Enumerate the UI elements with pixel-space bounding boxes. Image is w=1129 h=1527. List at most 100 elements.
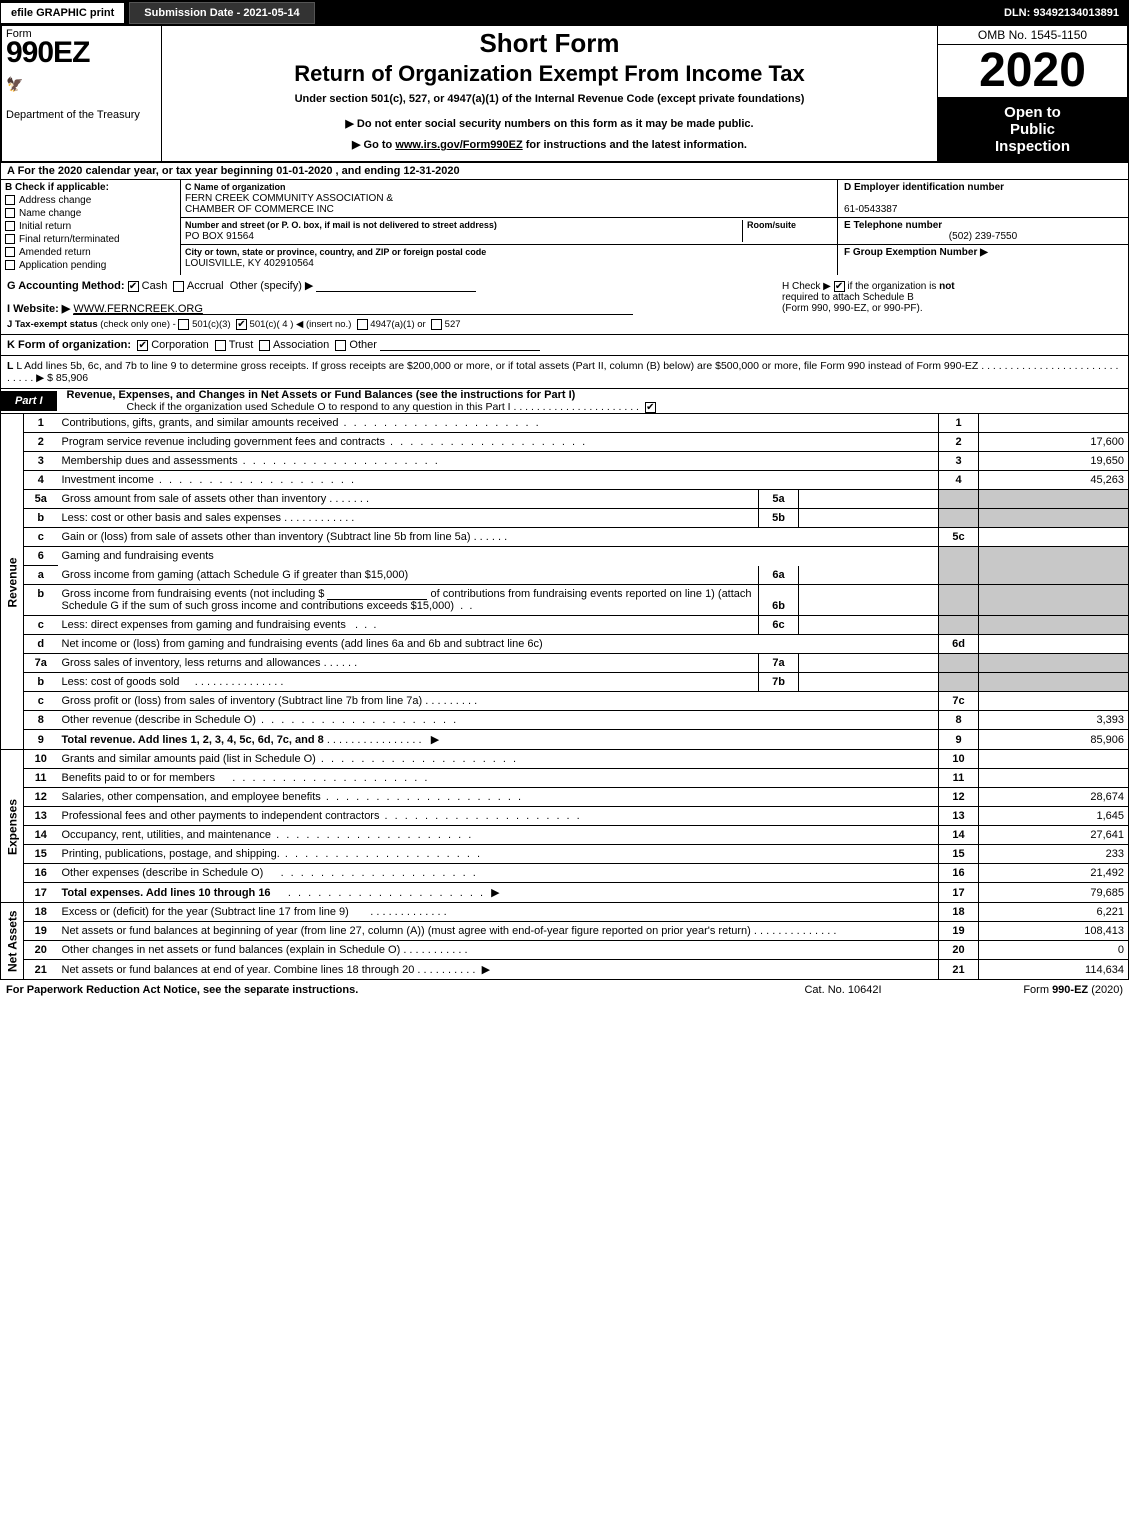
lineno: 6 (24, 547, 58, 566)
chk-label: Amended return (19, 247, 91, 258)
line-val (979, 750, 1129, 769)
h-not: not (939, 281, 955, 292)
footer-form-num: 990-EZ (1052, 984, 1088, 996)
c-label: C Name of organization (185, 182, 286, 192)
chk-accrual[interactable] (173, 281, 184, 292)
line-desc: Gross sales of inventory, less returns a… (58, 654, 759, 673)
irs-gov-link[interactable]: www.irs.gov/Form990EZ (395, 139, 522, 151)
shaded-cell (979, 566, 1129, 585)
shaded-cell (979, 547, 1129, 566)
col-c-org-info: C Name of organization FERN CREEK COMMUN… (181, 180, 838, 275)
chk-label: Name change (19, 208, 81, 219)
footer-right: Form 990-EZ (2020) (923, 984, 1123, 996)
chk-cash[interactable] (128, 281, 139, 292)
checkbox-icon (5, 260, 15, 270)
other-specify-input[interactable] (316, 280, 476, 292)
org-name-1: FERN CREEK COMMUNITY ASSOCIATION & (185, 193, 393, 204)
checkbox-icon (5, 234, 15, 244)
line-20-row: 20 Other changes in net assets or fund b… (1, 941, 1129, 960)
chk-final-return[interactable]: Final return/terminated (5, 234, 176, 245)
line-desc: Gross income from gaming (attach Schedul… (58, 566, 759, 585)
h-check-box: H Check ▶ if the organization is not req… (782, 281, 1122, 314)
d-label: D Employer identification number (844, 182, 1004, 193)
lineno: c (24, 692, 58, 711)
j-note: (check only one) - (100, 319, 176, 330)
line-val (979, 414, 1129, 433)
lineno: 3 (24, 452, 58, 471)
part-1-badge: Part I (1, 391, 57, 411)
efile-print-button[interactable]: efile GRAPHIC print (0, 2, 125, 24)
line-val: 19,650 (979, 452, 1129, 471)
chk-trust[interactable] (215, 340, 226, 351)
chk-4947[interactable] (357, 319, 368, 330)
line-num: 20 (939, 941, 979, 960)
header-center-col: Short Form Return of Organization Exempt… (162, 26, 937, 161)
chk-corporation[interactable] (137, 340, 148, 351)
checkbox-icon (5, 195, 15, 205)
line-desc: Contributions, gifts, grants, and simila… (58, 414, 939, 433)
chk-application-pending[interactable]: Application pending (5, 260, 176, 271)
line-desc: Gross profit or (loss) from sales of inv… (58, 692, 939, 711)
h-text-3: required to attach Schedule B (782, 292, 914, 303)
g-label: G Accounting Method: (7, 280, 125, 292)
line-21-row: 21 Net assets or fund balances at end of… (1, 960, 1129, 980)
chk-initial-return[interactable]: Initial return (5, 221, 176, 232)
line-val: 3,393 (979, 711, 1129, 730)
sub-num: 7a (759, 654, 799, 673)
line-num: 11 (939, 769, 979, 788)
line-num: 15 (939, 845, 979, 864)
sub-val (799, 509, 939, 528)
lineno: 20 (24, 941, 58, 960)
chk-name-change[interactable]: Name change (5, 208, 176, 219)
lineno: 8 (24, 711, 58, 730)
chk-h[interactable] (834, 281, 845, 292)
chk-amended-return[interactable]: Amended return (5, 247, 176, 258)
chk-501c[interactable] (236, 319, 247, 330)
line-desc: Less: cost or other basis and sales expe… (58, 509, 759, 528)
website-link[interactable]: WWW.FERNCREEK.ORG (73, 303, 203, 315)
other-org-input[interactable] (380, 339, 540, 351)
line-num: 17 (939, 883, 979, 903)
line-val: 79,685 (979, 883, 1129, 903)
chk-527[interactable] (431, 319, 442, 330)
lineno: c (24, 528, 58, 547)
footer-catalog: Cat. No. 10642I (763, 984, 923, 996)
line-3-row: 3 Membership dues and assessments 3 19,6… (1, 452, 1129, 471)
col-b-checkboxes: B Check if applicable: Address change Na… (1, 180, 181, 275)
line-desc: Gaming and fundraising events (58, 547, 939, 566)
l-gross-receipts: L L Add lines 5b, 6c, and 7b to line 9 t… (0, 356, 1129, 389)
chk-association[interactable] (259, 340, 270, 351)
lineno: 11 (24, 769, 58, 788)
short-form-title: Short Form (170, 28, 929, 59)
chk-label: Initial return (19, 221, 71, 232)
line-desc: Less: cost of goods sold . . . . . . . .… (58, 673, 759, 692)
city-cell: City or town, state or province, country… (181, 245, 837, 271)
line-desc: Investment income (58, 471, 939, 490)
other-label: Other (349, 339, 377, 351)
chk-label: Final return/terminated (19, 234, 120, 245)
line-18-row: Net Assets 18 Excess or (deficit) for th… (1, 903, 1129, 922)
lineno: 15 (24, 845, 58, 864)
line-8-row: 8 Other revenue (describe in Schedule O)… (1, 711, 1129, 730)
chk-schedule-o[interactable] (645, 402, 656, 413)
line-desc: Net assets or fund balances at beginning… (58, 922, 939, 941)
line-val (979, 769, 1129, 788)
line-5c-row: c Gain or (loss) from sale of assets oth… (1, 528, 1129, 547)
chk-other[interactable] (335, 340, 346, 351)
chk-501c3[interactable] (178, 319, 189, 330)
city-label: City or town, state or province, country… (185, 247, 486, 257)
form-number: 990EZ (6, 36, 157, 70)
6b-amount-input[interactable] (327, 588, 427, 600)
line-num: 18 (939, 903, 979, 922)
lineno: 19 (24, 922, 58, 941)
shaded-cell (979, 585, 1129, 616)
department-label: Department of the Treasury (6, 109, 157, 121)
line-val: 114,634 (979, 960, 1129, 980)
line-1-row: Revenue 1 Contributions, gifts, grants, … (1, 414, 1129, 433)
line-6b-row: b Gross income from fundraising events (… (1, 585, 1129, 616)
chk-address-change[interactable]: Address change (5, 195, 176, 206)
goto-pre: ▶ Go to (352, 139, 395, 151)
goto-instructions: ▶ Go to www.irs.gov/Form990EZ for instru… (170, 138, 929, 151)
sub-num: 7b (759, 673, 799, 692)
room-label: Room/suite (747, 220, 796, 230)
